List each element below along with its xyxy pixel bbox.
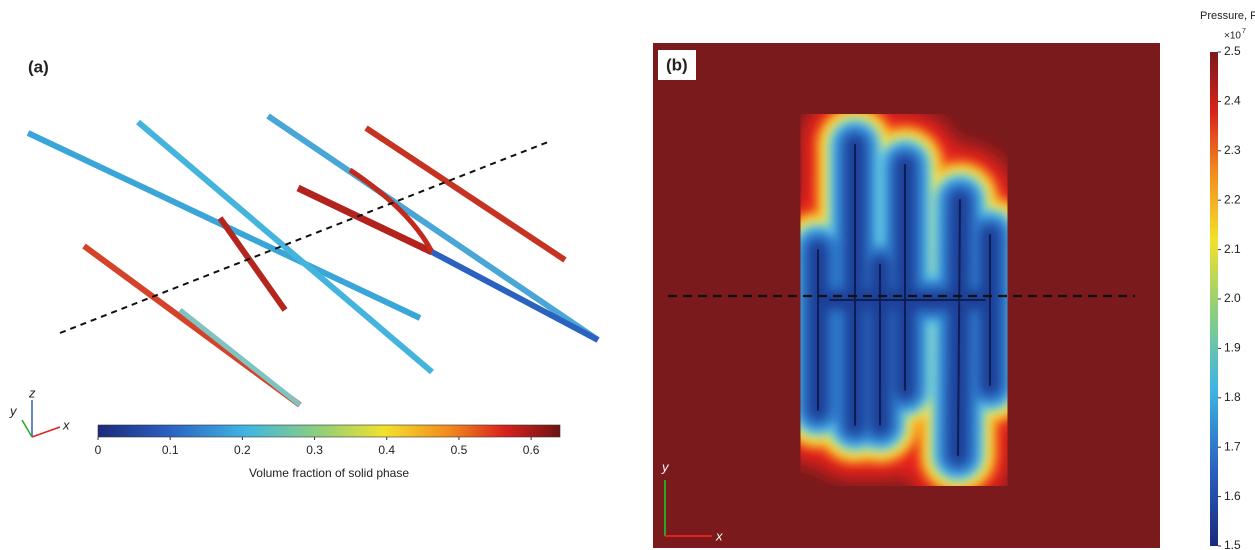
tick-label: 1.9 (1224, 341, 1241, 355)
tick-label: 2.0 (1224, 291, 1241, 305)
colorbar (1210, 52, 1218, 546)
tick-label: 2.1 (1224, 242, 1241, 256)
axis-triad: y x (661, 459, 723, 543)
tick-label: 0 (95, 443, 102, 457)
colorbar (97, 424, 561, 438)
tick-label: 1.6 (1224, 489, 1241, 503)
section-line (59, 141, 549, 334)
tick-label: 2.3 (1224, 143, 1241, 157)
colorbar-title: Pressure, Pa (1200, 10, 1255, 22)
tick-label: 1.5 (1224, 538, 1241, 550)
tick-label: 2.2 (1224, 192, 1241, 206)
axis-triad: z x y (9, 385, 70, 438)
axis-label: y (661, 459, 670, 474)
colorbar-title: Volume fraction of solid phase (249, 466, 409, 480)
tick-label: 0.1 (162, 443, 179, 457)
axis-label: x (62, 417, 70, 432)
label-box (658, 50, 696, 80)
axis-label: x (715, 528, 723, 543)
tick-label: 0.2 (234, 443, 251, 457)
tick-label: 2.5 (1224, 44, 1241, 58)
tick-label: 2.4 (1224, 94, 1241, 108)
axis-label: y (9, 403, 18, 418)
axis-label: z (28, 385, 36, 400)
colorbar-exponent: 7 (1242, 28, 1246, 35)
tick-label: 0.5 (451, 443, 468, 457)
fractures (26, 113, 600, 408)
panel-label: (a) (28, 57, 49, 76)
tick-label: 1.7 (1224, 439, 1241, 453)
pressure-blob (818, 145, 990, 455)
tick-label: 1.8 (1224, 390, 1241, 404)
tick-label: 0.3 (306, 443, 323, 457)
colorbar-multiplier: ×10 (1224, 31, 1241, 42)
panel-label: (b) (666, 55, 688, 74)
tick-label: 0.4 (378, 443, 395, 457)
tick-label: 0.6 (523, 443, 540, 457)
